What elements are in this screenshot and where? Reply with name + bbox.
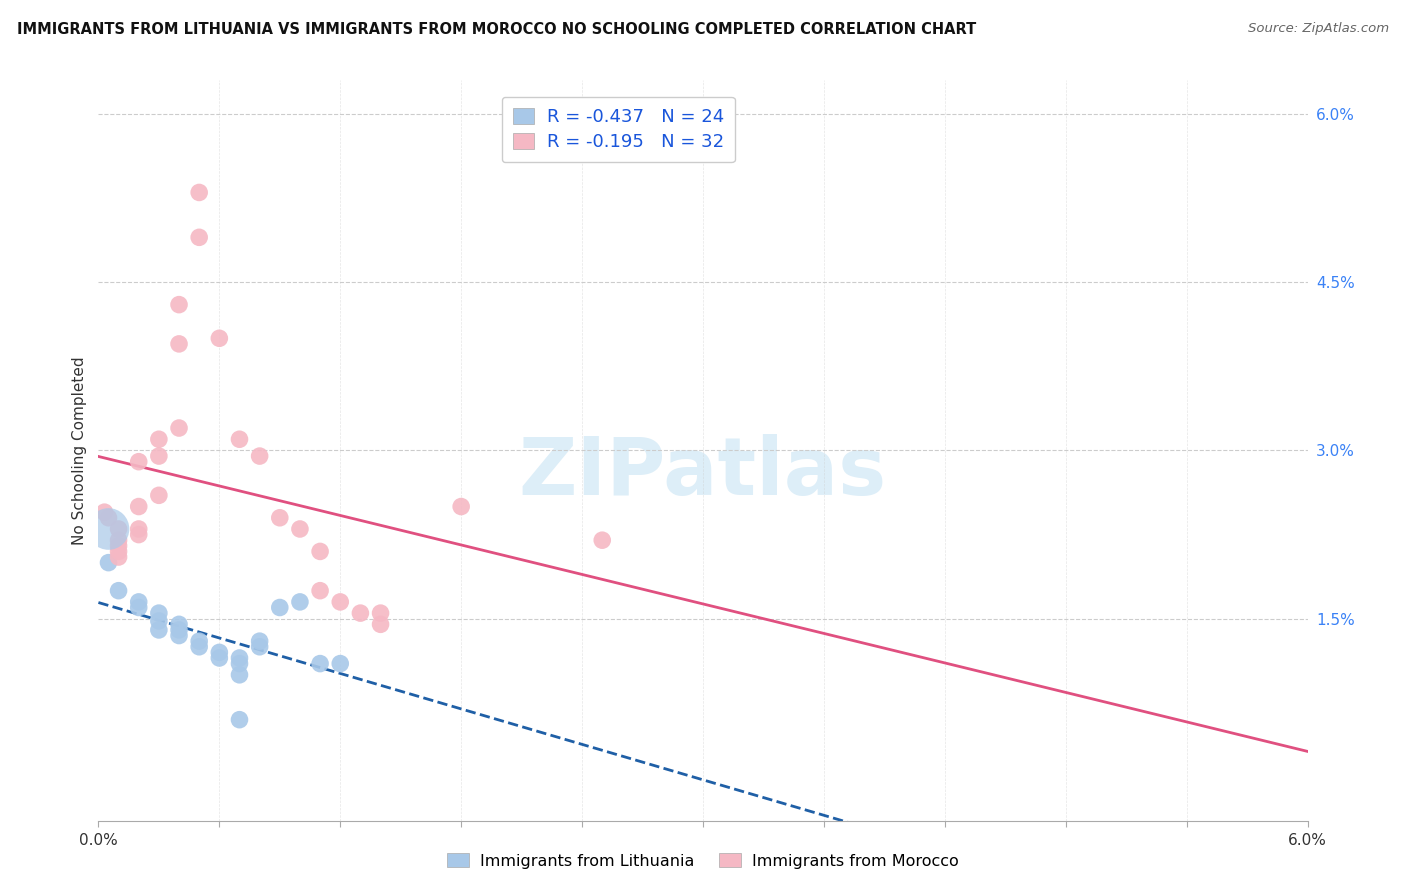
Point xyxy=(148,623,170,637)
Point xyxy=(269,600,291,615)
Point xyxy=(228,651,250,665)
Point xyxy=(188,230,211,244)
Point xyxy=(249,634,271,648)
Point xyxy=(93,505,115,519)
Point xyxy=(148,432,170,446)
Point xyxy=(249,640,271,654)
Point xyxy=(167,629,190,643)
Point xyxy=(107,522,129,536)
Point xyxy=(208,331,231,345)
Point xyxy=(128,455,150,469)
Point xyxy=(128,600,150,615)
Point xyxy=(128,527,150,541)
Point xyxy=(148,614,170,628)
Point xyxy=(97,510,120,524)
Text: Source: ZipAtlas.com: Source: ZipAtlas.com xyxy=(1249,22,1389,36)
Point xyxy=(288,595,311,609)
Point xyxy=(128,595,150,609)
Point xyxy=(148,449,170,463)
Point xyxy=(107,549,129,564)
Point xyxy=(228,668,250,682)
Point xyxy=(450,500,472,514)
Legend: R = -0.437   N = 24, R = -0.195   N = 32: R = -0.437 N = 24, R = -0.195 N = 32 xyxy=(502,96,735,162)
Point xyxy=(228,432,250,446)
Point xyxy=(107,544,129,558)
Point xyxy=(97,556,120,570)
Point xyxy=(167,617,190,632)
Point xyxy=(309,544,332,558)
Point xyxy=(370,606,392,620)
Point xyxy=(188,634,211,648)
Y-axis label: No Schooling Completed: No Schooling Completed xyxy=(72,356,87,545)
Point xyxy=(148,488,170,502)
Point xyxy=(329,657,352,671)
Point xyxy=(188,640,211,654)
Point xyxy=(349,606,371,620)
Text: ZIPatlas: ZIPatlas xyxy=(519,434,887,512)
Text: IMMIGRANTS FROM LITHUANIA VS IMMIGRANTS FROM MOROCCO NO SCHOOLING COMPLETED CORR: IMMIGRANTS FROM LITHUANIA VS IMMIGRANTS … xyxy=(17,22,976,37)
Point xyxy=(167,421,190,435)
Point xyxy=(309,657,332,671)
Point xyxy=(167,337,190,351)
Point xyxy=(208,645,231,659)
Point xyxy=(148,606,170,620)
Point xyxy=(167,623,190,637)
Point xyxy=(309,583,332,598)
Point xyxy=(370,617,392,632)
Point xyxy=(208,651,231,665)
Point xyxy=(228,657,250,671)
Point xyxy=(107,539,129,553)
Point xyxy=(329,595,352,609)
Point xyxy=(591,533,613,548)
Legend: Immigrants from Lithuania, Immigrants from Morocco: Immigrants from Lithuania, Immigrants fr… xyxy=(440,847,966,875)
Point xyxy=(128,522,150,536)
Point xyxy=(269,510,291,524)
Point xyxy=(288,522,311,536)
Point xyxy=(249,449,271,463)
Point xyxy=(97,522,120,536)
Point xyxy=(228,713,250,727)
Point xyxy=(167,298,190,312)
Point xyxy=(128,500,150,514)
Point xyxy=(188,186,211,200)
Point xyxy=(107,533,129,548)
Point xyxy=(107,583,129,598)
